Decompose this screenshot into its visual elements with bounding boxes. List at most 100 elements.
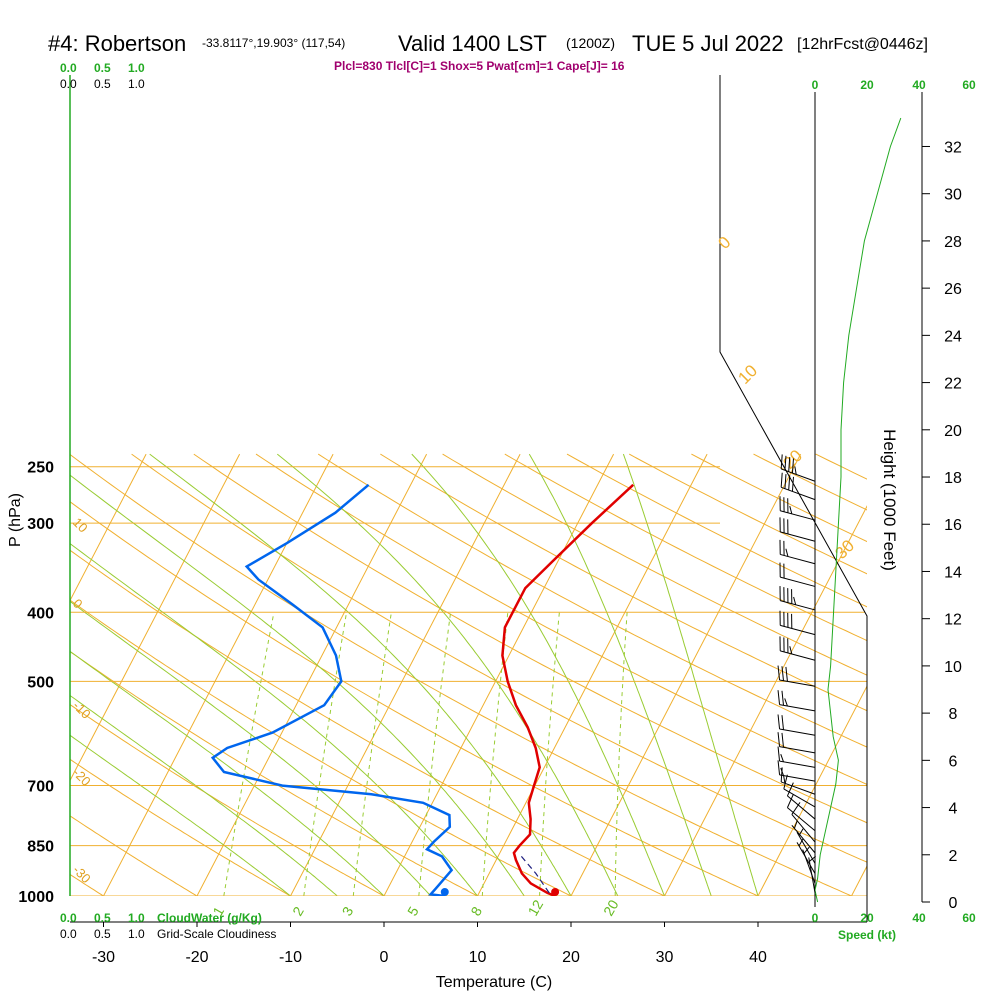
- wind-barb-staff: [787, 795, 816, 820]
- temp-tick-label: 10: [469, 949, 487, 966]
- cloud-water-scale-top: 0.0 0.5 1.0 0.0 0.5 1.0: [60, 61, 145, 91]
- moist-adiabat-line: [70, 650, 385, 896]
- speed-tick: 60: [962, 911, 976, 925]
- dry-adiabat-line: [815, 453, 867, 480]
- wind-barb-feather: [777, 760, 781, 775]
- height-tick-label: 10: [944, 659, 962, 676]
- wind-barb-staff: [779, 728, 816, 736]
- sounding-profiles: [210, 483, 635, 896]
- wind-barb-feather: [803, 846, 810, 854]
- dry-adiabat-line: [70, 453, 853, 896]
- wind-barb-feather: [777, 665, 781, 681]
- pressure-tick-label: 850: [27, 839, 54, 856]
- height-tick-label: 0: [949, 895, 958, 912]
- mixing-ratio-line: [614, 612, 628, 896]
- height-tick-label: 16: [944, 517, 962, 534]
- wind-barb-feather: [784, 474, 787, 489]
- dry-adiabat-line: [70, 650, 479, 896]
- pressure-tick-label: 700: [27, 779, 54, 796]
- cloudwater-tick: 0.0: [60, 911, 77, 925]
- cloudiness-tick: 0.0: [60, 77, 77, 91]
- y-axis-label: P (hPa): [7, 493, 24, 547]
- wind-barb-feather: [791, 476, 794, 492]
- wind-barb-feather: [777, 732, 781, 747]
- wind-barb-feather: [785, 548, 789, 557]
- cloudwater-label: CloudWater (g/Kg): [157, 911, 262, 925]
- mixing-ratio-line: [539, 612, 560, 896]
- temp-tick-label: 30: [656, 949, 674, 966]
- wind-barb-staff: [780, 553, 816, 565]
- wind-barb-feather: [783, 775, 786, 784]
- wind-barb-staff: [779, 679, 816, 687]
- wind-barb-staff: [796, 831, 816, 864]
- cloudiness-tick: 0.0: [60, 927, 77, 941]
- speed-tick: 0: [812, 911, 819, 925]
- cloudwater-tick: 0.0: [60, 61, 77, 75]
- dry-adiabat-line: [70, 599, 573, 896]
- wind-barb-feather: [798, 828, 804, 836]
- wind-barb-feather: [781, 666, 784, 681]
- isotherm-line: [102, 453, 334, 896]
- temp-tick-label: 0: [380, 949, 389, 966]
- isotherm-label-right: 0: [714, 233, 734, 253]
- height-tick-label: 20: [944, 423, 962, 440]
- temp-tick-label: -30: [92, 949, 115, 966]
- dry-adiabat-line: [317, 453, 867, 748]
- surface-dewpoint-marker: [440, 888, 449, 896]
- height-tick-label: 28: [944, 234, 962, 251]
- station-title: #4: Robertson: [48, 31, 186, 56]
- moist-adiabat-line: [276, 453, 619, 896]
- height-tick-label: 22: [944, 376, 962, 393]
- isotherm-line: [70, 453, 147, 602]
- mixing-ratio-label: 8: [467, 904, 485, 919]
- speed-scale-bottom: 0 20 40 60 Speed (kt): [812, 911, 976, 942]
- wind-panel: [777, 92, 902, 907]
- mixing-ratio-line: [303, 612, 347, 896]
- temp-tick-label: 40: [749, 949, 767, 966]
- cloudiness-label: Grid-Scale Cloudiness: [157, 927, 276, 941]
- wind-barb-staff: [779, 746, 816, 754]
- wind-barb-feather: [780, 472, 783, 488]
- moist-adiabat-line: [70, 542, 478, 896]
- mixing-ratio-label: 2: [289, 904, 307, 919]
- wind-barb-feather: [793, 820, 798, 829]
- wind-speed-line: [814, 117, 902, 903]
- dry-adiabat-line: [193, 453, 867, 824]
- wind-barb-feather: [791, 802, 801, 815]
- moist-adiabat-line: [70, 474, 525, 896]
- mixing-ratio-label: 5: [404, 904, 422, 919]
- wind-barb-feather: [791, 458, 794, 474]
- wind-barb-staff: [779, 760, 816, 768]
- cloudiness-tick: 0.5: [94, 927, 111, 941]
- isotherm-line: [196, 453, 428, 896]
- wind-barb-feather: [809, 855, 816, 862]
- wind-barb-feather: [789, 505, 793, 514]
- isotherm-line: [476, 453, 708, 896]
- mixing-ratio-line: [352, 612, 392, 896]
- pressure-tick-label: 300: [27, 516, 54, 533]
- isotherm-line: [289, 453, 521, 896]
- wind-barb-staff: [780, 624, 816, 636]
- mixing-ratio-label: 3: [339, 904, 357, 919]
- wind-barb-feather: [784, 698, 788, 707]
- wind-barb-feather: [780, 754, 784, 762]
- pressure-tick-label: 250: [27, 460, 54, 477]
- wind-barb-feather: [780, 454, 783, 469]
- speed-tick: 40: [912, 78, 926, 92]
- wind-barb-feather: [781, 715, 784, 730]
- wind-barb-staff: [781, 781, 816, 795]
- dry-adiabat-line: [255, 453, 867, 786]
- isotherm-label: -30: [70, 862, 94, 886]
- plot-right-frame: [719, 75, 868, 922]
- cloudwater-tick: 0.5: [94, 61, 111, 75]
- dry-adiabat-line: [380, 453, 867, 712]
- pressure-tick-label: 500: [27, 674, 54, 691]
- wind-barb-staff: [780, 531, 816, 542]
- pressure-tick-label: 1000: [18, 889, 54, 906]
- wind-barb-feather: [789, 646, 793, 655]
- dry-adiabat-line: [753, 453, 867, 511]
- wind-barb-staff: [780, 576, 816, 587]
- moist-adiabat-line: [528, 453, 712, 896]
- isotherm-line: [70, 453, 241, 782]
- speed-scale-top: 0 20 40 60: [812, 78, 976, 92]
